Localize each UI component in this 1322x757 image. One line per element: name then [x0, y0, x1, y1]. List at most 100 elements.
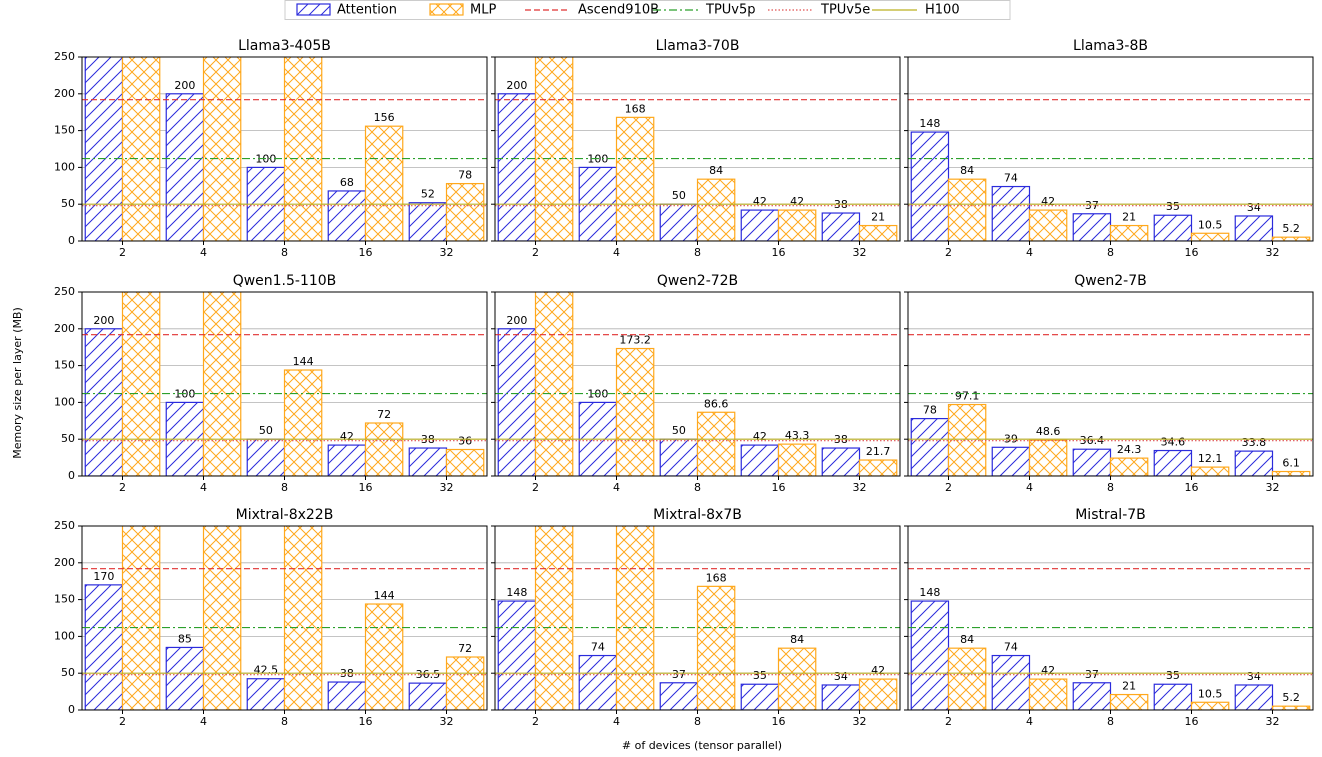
bar	[1234, 684, 1274, 710]
legend-label: TPUv5p	[705, 3, 756, 18]
axes-frame	[81, 56, 488, 242]
data-label: 74	[1004, 172, 1018, 185]
bar	[408, 447, 448, 476]
x-tick-label: 8	[281, 481, 288, 494]
bar	[1072, 213, 1112, 241]
y-tick-label: 100	[54, 160, 75, 173]
legend-swatch	[296, 3, 331, 16]
bar	[821, 684, 861, 710]
data-label: 84	[960, 164, 974, 177]
axes-frame	[494, 525, 901, 711]
data-label: 35	[1166, 200, 1180, 213]
data-label: 21	[1122, 211, 1136, 224]
x-tick-label: 8	[1107, 715, 1114, 728]
y-tick-label: 0	[68, 703, 75, 716]
y-tick-label: 50	[61, 432, 75, 445]
subplot-title: Qwen2-7B	[1074, 273, 1146, 289]
data-label: 52	[421, 188, 435, 201]
bar	[283, 369, 323, 476]
y-tick-label: 150	[54, 359, 75, 372]
bar	[740, 209, 780, 241]
bar	[408, 682, 448, 710]
y-tick-label: 200	[54, 87, 75, 100]
y-tick-label: 250	[54, 519, 75, 532]
y-tick-label: 250	[54, 285, 75, 298]
axes-frame	[494, 291, 901, 477]
bar	[408, 202, 448, 241]
bar	[910, 417, 950, 476]
bar	[121, 292, 161, 476]
data-label: 42	[790, 195, 804, 208]
x-tick-label: 4	[1026, 481, 1033, 494]
data-label: 21.7	[866, 445, 891, 458]
bar	[991, 654, 1031, 710]
bar	[696, 178, 736, 241]
x-tick-label: 32	[853, 246, 867, 259]
data-label: 72	[458, 642, 472, 655]
bar	[246, 678, 286, 710]
legend-box	[284, 0, 1011, 20]
y-tick-label: 150	[54, 124, 75, 137]
subplot-title: Llama3-405B	[238, 38, 331, 54]
axes-frame	[907, 291, 1314, 477]
bar	[858, 459, 898, 476]
data-label: 200	[506, 314, 527, 327]
x-tick-label: 32	[1266, 246, 1280, 259]
bar	[121, 526, 161, 710]
data-label: 200	[174, 79, 195, 92]
bar	[1072, 448, 1112, 476]
data-label: 36.4	[1080, 434, 1105, 447]
data-label: 168	[706, 571, 727, 584]
bar	[991, 446, 1031, 476]
bar	[991, 185, 1031, 241]
data-label: 86.6	[704, 397, 729, 410]
x-tick-label: 16	[772, 246, 786, 259]
bar	[1190, 232, 1230, 241]
y-tick-label: 100	[54, 395, 75, 408]
bar	[534, 526, 574, 710]
bars	[497, 292, 898, 476]
data-label: 78	[458, 169, 472, 182]
bar	[858, 678, 898, 710]
bar	[947, 178, 987, 241]
data-label: 78	[923, 404, 937, 417]
data-label: 74	[591, 641, 605, 654]
x-tick-label: 32	[440, 481, 454, 494]
bar	[858, 224, 898, 241]
bar	[947, 647, 987, 710]
subplot: Llama3-8B 2 148 84 4 74 42 8 37 21 16 35 10.5 32 34 5.2	[904, 38, 1314, 259]
data-label: 42	[1041, 195, 1055, 208]
x-tick-label: 8	[694, 481, 701, 494]
bar	[740, 444, 780, 476]
data-label: 84	[790, 633, 804, 646]
subplot-title: Mixtral-8x22B	[236, 507, 334, 523]
data-label: 34	[834, 670, 848, 683]
legend-label: Attention	[337, 3, 397, 18]
data-label: 21	[871, 211, 885, 224]
bar	[534, 292, 574, 476]
bar	[327, 444, 367, 476]
subplot: Mixtral-8x22B0501001502002502170485842.5…	[54, 507, 488, 728]
data-label: 42	[753, 430, 767, 443]
x-tick-label: 32	[853, 715, 867, 728]
axes-frame	[907, 56, 1314, 242]
bar	[121, 57, 161, 241]
legend-label: Ascend910B	[578, 3, 659, 18]
legend-label: TPUv5e	[820, 3, 870, 18]
legend: Attention MLP Ascend910B TPUv5p TPUv5e H100	[296, 3, 960, 18]
data-label: 36	[458, 435, 472, 448]
data-label: 10.5	[1198, 687, 1223, 700]
axes-frame	[494, 56, 901, 242]
bar	[84, 57, 124, 241]
y-tick-label: 100	[54, 629, 75, 642]
x-tick-label: 16	[359, 715, 373, 728]
data-label: 74	[1004, 641, 1018, 654]
data-label: 97.1	[955, 390, 980, 403]
x-tick-label: 8	[1107, 246, 1114, 259]
bars	[84, 292, 485, 476]
data-label: 200	[506, 79, 527, 92]
legend-label: H100	[925, 3, 960, 18]
data-label: 6.1	[1282, 457, 1300, 470]
